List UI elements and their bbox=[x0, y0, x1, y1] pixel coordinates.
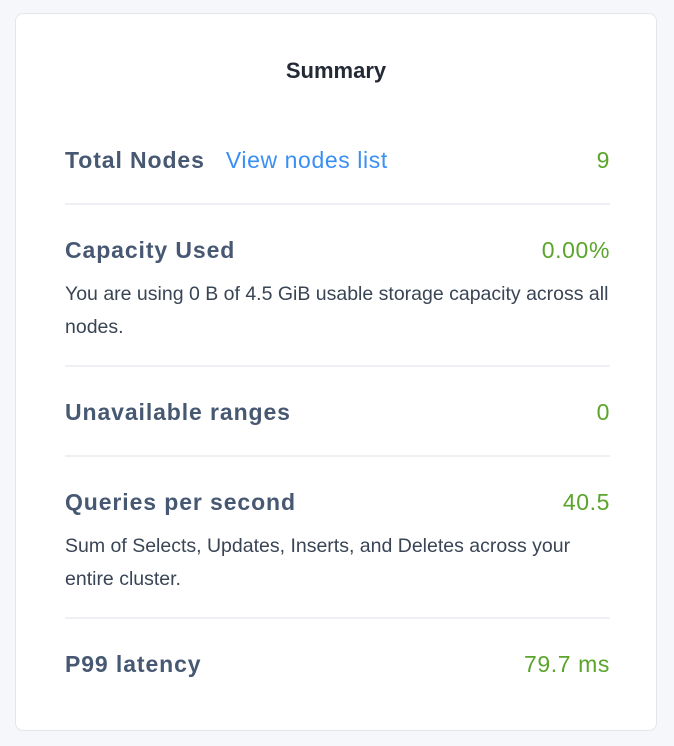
capacity-used-value: 0.00% bbox=[541, 236, 610, 263]
queries-per-second-section: Queries per second 40.5 Sum of Selects, … bbox=[65, 457, 610, 619]
unavailable-ranges-label: Unavailable ranges bbox=[65, 398, 291, 425]
queries-per-second-value: 40.5 bbox=[562, 488, 610, 515]
queries-per-second-description: Sum of Selects, Updates, Inserts, and De… bbox=[65, 535, 571, 590]
view-nodes-list-link[interactable]: View nodes list bbox=[225, 146, 388, 173]
capacity-used-label: Capacity Used bbox=[65, 236, 236, 263]
total-nodes-section: Total Nodes View nodes list 9 bbox=[65, 115, 610, 205]
capacity-used-description: You are using 0 B of 4.5 GiB usable stor… bbox=[65, 283, 609, 338]
summary-sections: Total Nodes View nodes list 9 Capacity U… bbox=[65, 115, 610, 709]
summary-title: Summary bbox=[285, 58, 387, 83]
queries-per-second-label: Queries per second bbox=[65, 488, 296, 515]
capacity-used-section: Capacity Used 0.00% You are using 0 B of… bbox=[65, 205, 610, 367]
summary-card: Summary Total Nodes View nodes list 9 Ca… bbox=[15, 13, 657, 731]
total-nodes-label: Total Nodes bbox=[65, 146, 205, 173]
unavailable-ranges-section: Unavailable ranges 0 bbox=[65, 367, 610, 457]
unavailable-ranges-value: 0 bbox=[596, 398, 610, 425]
p99-latency-label: P99 latency bbox=[65, 650, 202, 677]
p99-latency-section: P99 latency 79.7 ms bbox=[65, 619, 610, 709]
total-nodes-value: 9 bbox=[596, 146, 610, 173]
p99-latency-value: 79.7 ms bbox=[523, 650, 610, 677]
